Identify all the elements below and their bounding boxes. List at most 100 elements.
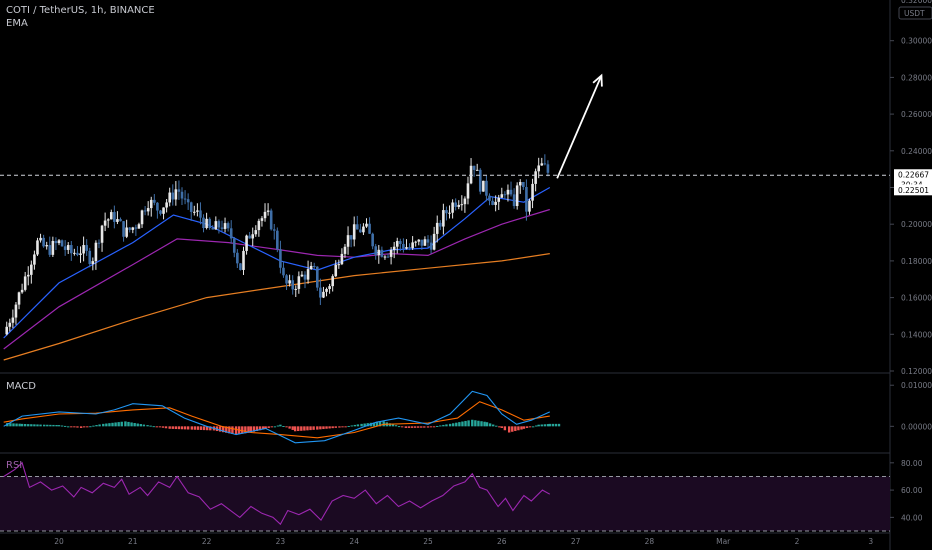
macd-histogram-bar	[247, 426, 250, 433]
x-tick-label: 21	[128, 537, 138, 546]
macd-histogram-bar	[416, 426, 420, 428]
macd-histogram-bar	[98, 424, 101, 427]
price-tick-label: 0.26000	[901, 110, 932, 119]
candle-body	[245, 235, 248, 251]
candle-body	[20, 289, 24, 293]
macd-histogram-bar	[117, 422, 120, 427]
candle-body	[500, 194, 504, 198]
candle-body	[23, 276, 27, 290]
candle-body	[494, 201, 497, 205]
indicator-label: EMA	[6, 18, 28, 29]
candle-body	[202, 217, 205, 229]
macd-histogram-bar	[146, 425, 149, 427]
macd-histogram-bar	[480, 421, 483, 427]
ema-slow-series	[3, 253, 550, 361]
macd-histogram-bar	[522, 426, 526, 429]
macd-histogram-bar	[520, 426, 523, 430]
macd-histogram-bar	[36, 424, 39, 427]
candle-body	[408, 247, 411, 249]
candle-body	[322, 291, 325, 298]
candle-body	[91, 261, 95, 265]
macd-histogram-bar	[55, 425, 58, 427]
ema-mid-line	[3, 208, 550, 350]
price-tick-label: 0.30000	[901, 37, 932, 46]
candle-body	[60, 240, 64, 247]
macd-histogram-bar	[276, 425, 280, 427]
macd-histogram-bar	[551, 423, 555, 427]
candle-body	[205, 218, 208, 229]
currency-label: USDT	[904, 9, 925, 18]
macd-histogram-bar	[199, 426, 203, 430]
candle-body	[276, 230, 279, 250]
macd-histogram-bar	[18, 423, 21, 427]
macd-histogram-bar	[319, 426, 322, 430]
candle-body	[497, 197, 501, 202]
macd-histogram-bar	[79, 426, 83, 428]
macd-histogram-bar	[543, 424, 547, 427]
candle-body	[439, 222, 442, 227]
candle-body	[306, 269, 310, 280]
candle-body	[485, 180, 488, 196]
macd-histogram-bar	[142, 424, 146, 427]
price-tick-label: 0.28000	[901, 73, 932, 82]
candle-body	[208, 218, 211, 229]
axes: 0.300000.280000.260000.240000.220000.200…	[54, 0, 932, 546]
price-tick-label: 0.14000	[901, 330, 932, 339]
macd-histogram-bar	[432, 426, 436, 428]
rsi-line	[3, 461, 551, 526]
macd-histogram-bar	[517, 426, 520, 431]
candle-body	[380, 249, 384, 257]
macd-histogram-bar	[322, 426, 325, 430]
candle-body	[165, 202, 168, 208]
candle-body	[149, 199, 153, 209]
macd-histogram-bar	[312, 426, 315, 430]
macd-histogram-bar	[328, 426, 331, 429]
candle-body	[337, 264, 341, 266]
candle-body	[423, 239, 427, 246]
ema-mid-series	[3, 208, 550, 350]
candle-body	[226, 223, 230, 229]
candle-body	[420, 239, 424, 246]
macd-histogram-bar	[297, 426, 300, 432]
macd-histogram-bar	[391, 424, 395, 427]
macd-histogram-bar	[92, 425, 95, 427]
x-tick-label: 3	[868, 537, 873, 546]
candle-body	[491, 200, 494, 205]
candle-body	[186, 199, 190, 203]
candle-body	[39, 237, 42, 241]
macd-histogram-bar	[190, 426, 194, 430]
candle-body	[94, 242, 98, 262]
macd-histogram-bar	[174, 426, 178, 430]
candle-body	[88, 250, 92, 265]
candle-body	[359, 229, 362, 233]
macd-histogram-bar	[413, 426, 417, 428]
candle-body	[319, 287, 322, 298]
candle-body	[528, 200, 531, 212]
candle-body	[11, 317, 15, 323]
macd-histogram-bar	[258, 426, 262, 431]
macd-histogram-bar	[356, 424, 360, 427]
x-tick-label: 22	[202, 537, 212, 546]
candle-body	[411, 242, 414, 249]
candle-body	[297, 276, 301, 289]
macd-histogram-bar	[531, 426, 535, 428]
macd-histogram-bar	[152, 426, 155, 428]
macd-histogram-bar	[228, 426, 231, 434]
candle-body	[236, 252, 239, 264]
candle-body	[232, 238, 236, 253]
macd-histogram-bar	[309, 426, 312, 431]
macd-histogram-bar	[12, 423, 15, 427]
candle-body	[349, 235, 353, 240]
macd-histogram-bar	[63, 425, 67, 427]
candle-body	[122, 221, 125, 237]
candle-body	[223, 223, 227, 229]
macd-histogram-bar	[105, 423, 108, 427]
macd-histogram-bar	[528, 426, 532, 428]
candle-body	[371, 233, 374, 247]
macd-tick-label: 0.00000	[901, 422, 932, 431]
macd-pane: MACD	[3, 381, 561, 444]
macd-histogram-bar	[225, 426, 228, 433]
macd-histogram-bar	[341, 426, 344, 428]
candle-body	[30, 264, 33, 275]
